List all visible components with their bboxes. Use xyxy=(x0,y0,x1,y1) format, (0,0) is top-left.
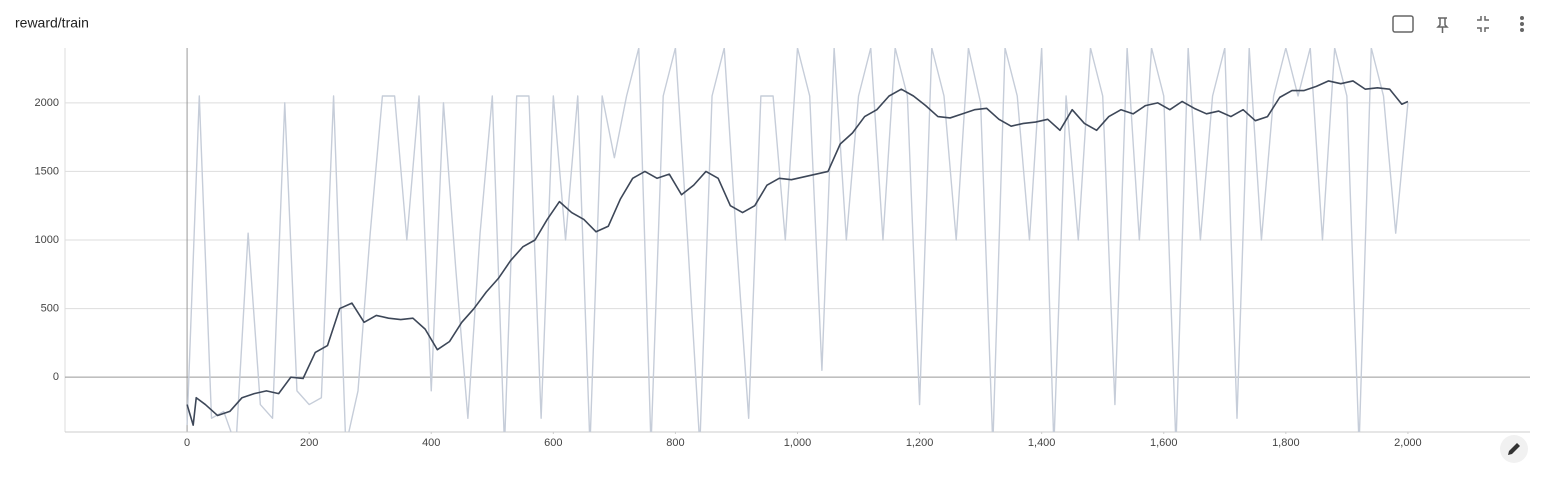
pin-button[interactable] xyxy=(1436,17,1449,33)
y-tick-label: 0 xyxy=(53,371,59,383)
x-tick-label: 1,600 xyxy=(1150,437,1178,449)
x-tick-label: 0 xyxy=(184,437,190,449)
y-tick-label: 500 xyxy=(41,302,59,314)
plot-area xyxy=(186,48,1409,432)
series-line xyxy=(186,48,1409,432)
x-tick-label: 400 xyxy=(422,437,440,449)
y-tick-label: 2000 xyxy=(35,97,59,109)
x-tick-label: 2,000 xyxy=(1394,437,1422,449)
x-tick-label: 1,800 xyxy=(1272,437,1300,449)
x-tick-label: 1,200 xyxy=(906,437,934,449)
x-tick-label: 200 xyxy=(300,437,318,449)
edit-button[interactable] xyxy=(1500,435,1528,463)
x-tick-label: 600 xyxy=(544,437,562,449)
toolbar xyxy=(1392,15,1524,33)
y-tick-label: 1000 xyxy=(35,234,59,246)
x-tick-label: 1,000 xyxy=(784,437,812,449)
collapse-button[interactable] xyxy=(1477,16,1489,32)
y-tick-label: 1500 xyxy=(35,165,59,177)
menu-button[interactable] xyxy=(1520,16,1524,32)
x-tick-label: 1,400 xyxy=(1028,437,1056,449)
chart-title: reward/train xyxy=(15,15,89,31)
series-line xyxy=(186,80,1409,426)
fit-button[interactable] xyxy=(1392,15,1414,33)
x-tick-label: 800 xyxy=(666,437,684,449)
